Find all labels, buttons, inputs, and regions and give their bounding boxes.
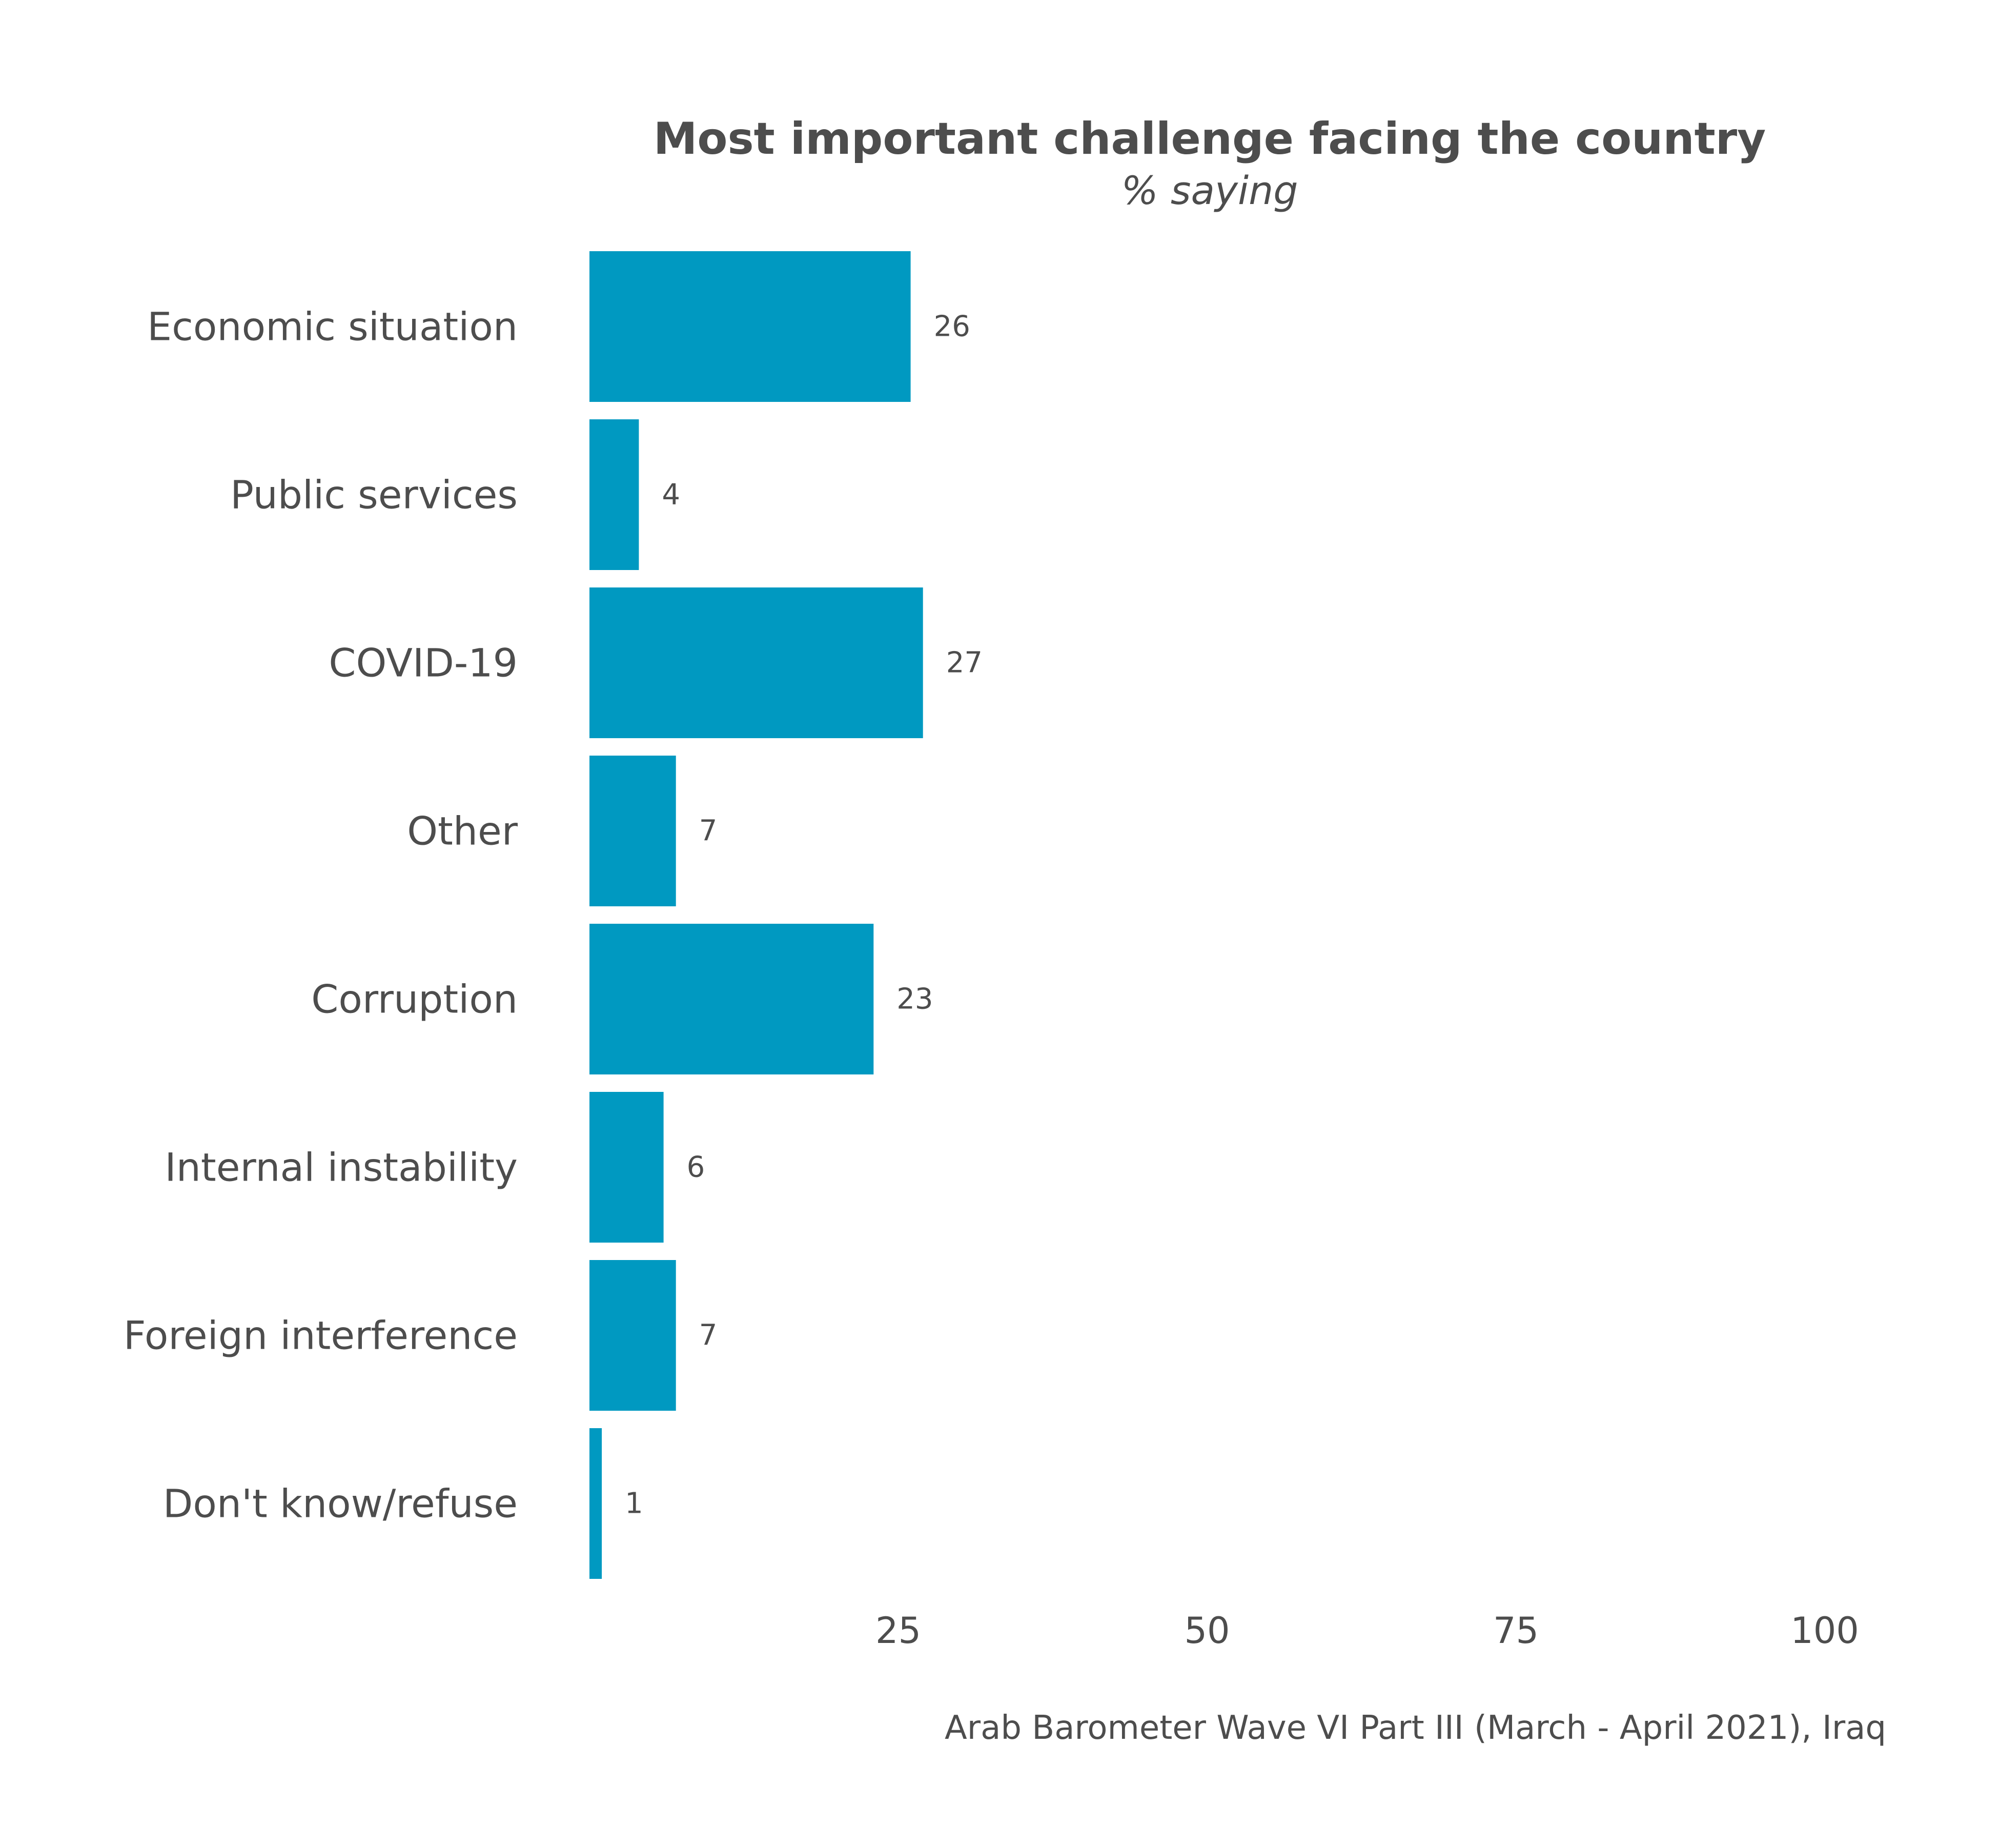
bars-layer — [589, 251, 923, 1579]
x-tick-label: 100 — [1790, 1610, 1859, 1652]
value-label: 4 — [662, 478, 680, 512]
value-labels: 26 4 27 7 23 6 7 1 — [625, 310, 983, 1520]
bar — [589, 587, 923, 738]
bar — [589, 924, 874, 1074]
value-label: 1 — [625, 1487, 643, 1520]
value-label: 27 — [946, 646, 983, 680]
value-label: 7 — [699, 815, 718, 848]
category-label: COVID-19 — [329, 640, 518, 686]
x-axis-ticks: 25 50 75 100 — [875, 1610, 1859, 1652]
chart-caption: Arab Barometer Wave VI Part III (March -… — [945, 1709, 1886, 1747]
category-label: Other — [407, 808, 518, 854]
value-label: 7 — [699, 1319, 718, 1352]
chart-title: Most important challenge facing the coun… — [654, 113, 1766, 165]
bar — [589, 419, 639, 570]
x-tick-label: 75 — [1493, 1610, 1539, 1652]
bar — [589, 251, 911, 402]
value-label: 6 — [687, 1151, 705, 1184]
category-label: Economic situation — [147, 304, 518, 350]
x-tick-label: 50 — [1184, 1610, 1230, 1652]
value-label: 23 — [896, 983, 933, 1016]
bar — [589, 756, 676, 906]
category-labels: Economic situation Public services COVID-1… — [124, 304, 518, 1527]
category-label: Foreign interference — [124, 1313, 518, 1358]
bar — [589, 1092, 664, 1243]
category-label: Internal instability — [165, 1145, 518, 1190]
category-label: Don't know/refuse — [163, 1481, 518, 1527]
category-label: Public services — [230, 472, 518, 518]
bar — [589, 1260, 676, 1411]
x-tick-label: 25 — [875, 1610, 921, 1652]
category-label: Corruption — [311, 977, 518, 1022]
value-label: 26 — [934, 310, 970, 343]
chart-subtitle: % saying — [1121, 168, 1298, 213]
bar — [589, 1428, 602, 1579]
